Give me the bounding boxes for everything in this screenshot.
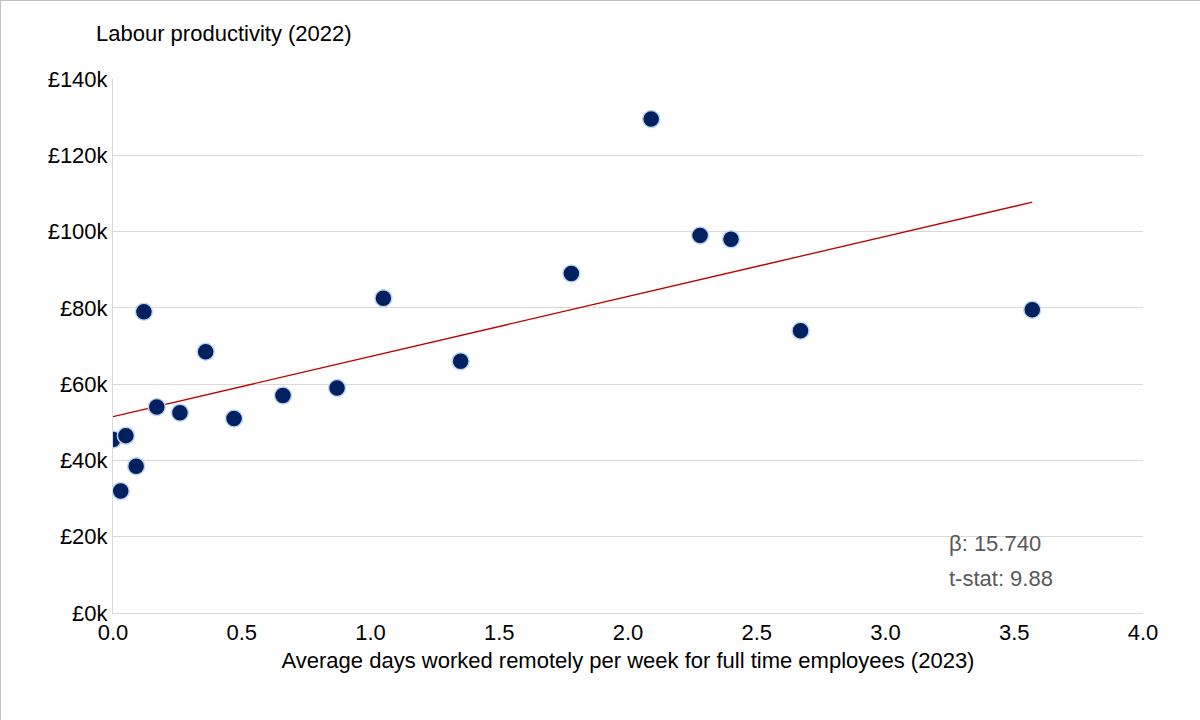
svg-text:£80k: £80k — [60, 296, 109, 321]
svg-text:£0k: £0k — [72, 601, 108, 626]
svg-text:3.0: 3.0 — [870, 620, 901, 645]
svg-text:β: 15.740: β: 15.740 — [949, 531, 1041, 556]
svg-text:Average days worked remotely p: Average days worked remotely per week fo… — [282, 648, 975, 673]
svg-text:3.5: 3.5 — [999, 620, 1030, 645]
svg-text:1.5: 1.5 — [484, 620, 515, 645]
svg-text:4.0: 4.0 — [1128, 620, 1159, 645]
svg-text:£140k: £140k — [48, 67, 109, 92]
svg-text:2.0: 2.0 — [613, 620, 644, 645]
svg-text:1.0: 1.0 — [355, 620, 386, 645]
svg-text:£40k: £40k — [60, 448, 109, 473]
svg-text:2.5: 2.5 — [741, 620, 772, 645]
svg-text:0.0: 0.0 — [98, 620, 129, 645]
svg-text:Labour productivity (2022): Labour productivity (2022) — [96, 21, 352, 46]
svg-text:£20k: £20k — [60, 524, 109, 549]
svg-text:t-stat: 9.88: t-stat: 9.88 — [949, 566, 1053, 591]
svg-text:£100k: £100k — [48, 219, 109, 244]
svg-text:£120k: £120k — [48, 143, 109, 168]
svg-text:£60k: £60k — [60, 372, 109, 397]
svg-text:0.5: 0.5 — [226, 620, 257, 645]
